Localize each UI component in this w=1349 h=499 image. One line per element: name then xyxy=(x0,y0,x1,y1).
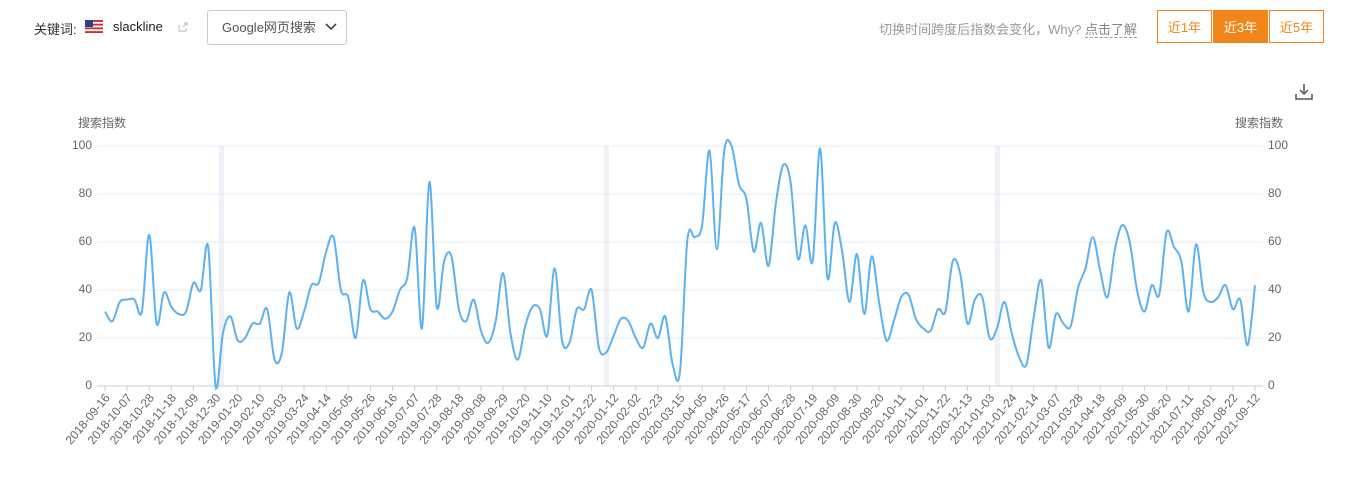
note-text: 切换时间跨度后指数会变化，Why? xyxy=(879,22,1082,37)
keyword-label: 关键词: xyxy=(34,22,77,37)
y2-axis-label: 搜索指数 xyxy=(1235,115,1283,130)
y-tick-label: 0 xyxy=(85,378,92,392)
year-separator xyxy=(604,146,609,386)
y-tick-label: 60 xyxy=(79,234,93,248)
y2-tick-label: 80 xyxy=(1268,186,1282,200)
y2-tick-label: 40 xyxy=(1268,282,1282,296)
y-tick-label: 20 xyxy=(79,330,93,344)
y2-tick-label: 100 xyxy=(1268,138,1288,152)
range-button[interactable]: 近1年 xyxy=(1157,10,1212,43)
flag-icon xyxy=(85,20,103,33)
share-icon[interactable] xyxy=(177,21,189,33)
y-tick-label: 40 xyxy=(79,282,93,296)
download-icon[interactable] xyxy=(1294,82,1314,102)
range-button[interactable]: 近3年 xyxy=(1213,10,1268,43)
keyword: slackline xyxy=(113,19,163,34)
y2-tick-label: 20 xyxy=(1268,330,1282,344)
source-dropdown[interactable]: Google网页搜索 xyxy=(207,10,347,45)
y-tick-label: 80 xyxy=(79,186,93,200)
y-tick-label: 100 xyxy=(72,138,92,152)
y2-tick-label: 60 xyxy=(1268,234,1282,248)
year-separator xyxy=(995,146,1000,386)
y-axis-label: 搜索指数 xyxy=(78,115,126,130)
dropdown-arrow xyxy=(325,23,337,31)
range-button[interactable]: 近5年 xyxy=(1269,10,1324,43)
line xyxy=(104,138,1256,390)
note: 切换时间跨度后指数会变化，Why? 点击了解 xyxy=(879,19,1137,38)
source-text: Google网页搜索 xyxy=(222,20,316,35)
year-separator xyxy=(219,146,224,386)
note-link[interactable]: 点击了解 xyxy=(1084,22,1137,38)
y2-tick-label: 0 xyxy=(1268,378,1275,392)
